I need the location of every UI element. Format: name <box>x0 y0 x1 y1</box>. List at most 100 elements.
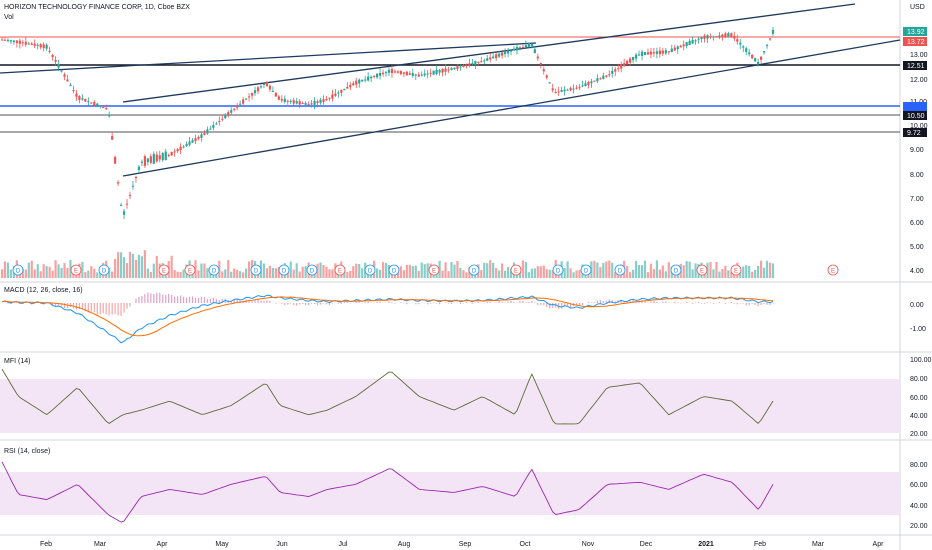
volume-bar <box>724 265 727 278</box>
candle-body <box>733 35 736 39</box>
trendline-channel-bottom[interactable] <box>122 39 901 177</box>
price-tick: 4.00 <box>910 268 924 275</box>
candle-body <box>54 59 57 62</box>
candle-body <box>316 101 319 103</box>
volume-bar <box>593 260 596 278</box>
volume-bar <box>611 262 614 278</box>
candle-body <box>245 98 248 100</box>
candle-body <box>590 81 593 84</box>
time-tick: 2021 <box>698 541 714 548</box>
candle-body <box>480 61 483 63</box>
price-badge-label: 9.72 <box>907 130 921 137</box>
event-marker-icon <box>614 264 626 276</box>
candle-body <box>483 60 486 62</box>
volume-bar <box>81 261 84 278</box>
price-badge-label: 12.51 <box>907 63 925 70</box>
candle-body <box>114 156 117 164</box>
candle-body <box>307 104 310 106</box>
volume-bar <box>495 268 498 278</box>
candle-body <box>691 39 694 44</box>
currency-label: USD <box>910 4 925 11</box>
volume-bar <box>450 262 453 278</box>
candle-body <box>200 134 203 138</box>
volume-bar <box>140 256 144 278</box>
candle-body <box>477 61 480 63</box>
volume-bar <box>501 263 504 278</box>
volume-bar <box>444 262 447 278</box>
candle-body <box>188 141 191 145</box>
candle-body <box>227 112 230 116</box>
event-marker-label: D <box>472 269 477 275</box>
trendline-upper-left[interactable] <box>0 42 537 74</box>
candle-body <box>137 166 141 171</box>
candle-body <box>521 46 525 48</box>
volume-bar <box>721 268 724 278</box>
volume-bar <box>194 260 197 278</box>
event-marker-label: E <box>432 269 436 275</box>
candle-body <box>501 52 504 56</box>
volume-bar <box>328 269 331 278</box>
volume-bar <box>173 270 176 278</box>
candle-body <box>649 51 653 55</box>
candle-body <box>247 96 251 98</box>
candle-body <box>599 78 602 80</box>
volume-bar <box>9 269 13 278</box>
volume-bar <box>54 260 57 278</box>
candle-body <box>432 70 435 75</box>
mfi-tick: 60.00 <box>910 395 928 402</box>
trendline-channel-top[interactable] <box>122 3 856 103</box>
candle-body <box>557 91 560 93</box>
volume-bar <box>405 264 408 278</box>
candle-body <box>81 98 84 100</box>
volume-bar <box>361 268 364 278</box>
symbol-title: HORIZON TECHNOLOGY FINANCE CORP, 1D, Cbo… <box>4 4 190 11</box>
volume-bar <box>146 268 149 278</box>
volume-bar <box>706 262 709 278</box>
candle-body <box>593 80 596 82</box>
candle-body <box>313 100 316 105</box>
candle-body <box>346 86 349 89</box>
volume-bar <box>745 265 748 278</box>
candle-body <box>233 108 236 110</box>
volume-bar <box>408 264 411 278</box>
candle-body <box>173 151 176 153</box>
price-badge-blue <box>903 102 927 111</box>
candle-body <box>402 72 405 74</box>
candle-body <box>179 146 182 150</box>
candle-body <box>730 33 733 37</box>
event-marker-label: E <box>831 269 835 275</box>
volume-bar <box>182 269 185 278</box>
event-marker-label: E <box>734 269 738 275</box>
volume-bar <box>322 264 325 278</box>
volume-bar <box>447 271 450 278</box>
volume-bar <box>355 263 358 278</box>
candle-body <box>450 67 453 70</box>
volume-bar <box>289 261 292 278</box>
mfi-panel <box>1 368 774 425</box>
mfi-tick: 40.00 <box>910 413 928 420</box>
candle-body <box>390 69 394 73</box>
candle-body <box>468 63 471 66</box>
candle-body <box>611 70 614 74</box>
price-tick: 12.00 <box>910 77 928 84</box>
event-marker-label: E <box>700 269 704 275</box>
candle-body <box>21 42 24 44</box>
price-badge <box>903 61 927 70</box>
candle-body <box>435 69 438 74</box>
volume-bar <box>24 269 27 278</box>
volume-bar <box>426 263 429 278</box>
time-tick: Feb <box>40 541 52 548</box>
price-badge-label: 13.72 <box>907 39 925 46</box>
candle-body <box>131 185 135 187</box>
volume-bar <box>271 267 274 278</box>
time-tick: Oct <box>520 541 531 548</box>
volume-bar <box>762 267 766 278</box>
price-badge <box>903 27 927 36</box>
candle-body <box>572 88 575 90</box>
volume-bar <box>125 263 129 278</box>
candle-body <box>658 50 661 55</box>
candle-body <box>495 54 498 59</box>
volume-bar <box>438 260 441 278</box>
candle-body <box>768 38 772 40</box>
